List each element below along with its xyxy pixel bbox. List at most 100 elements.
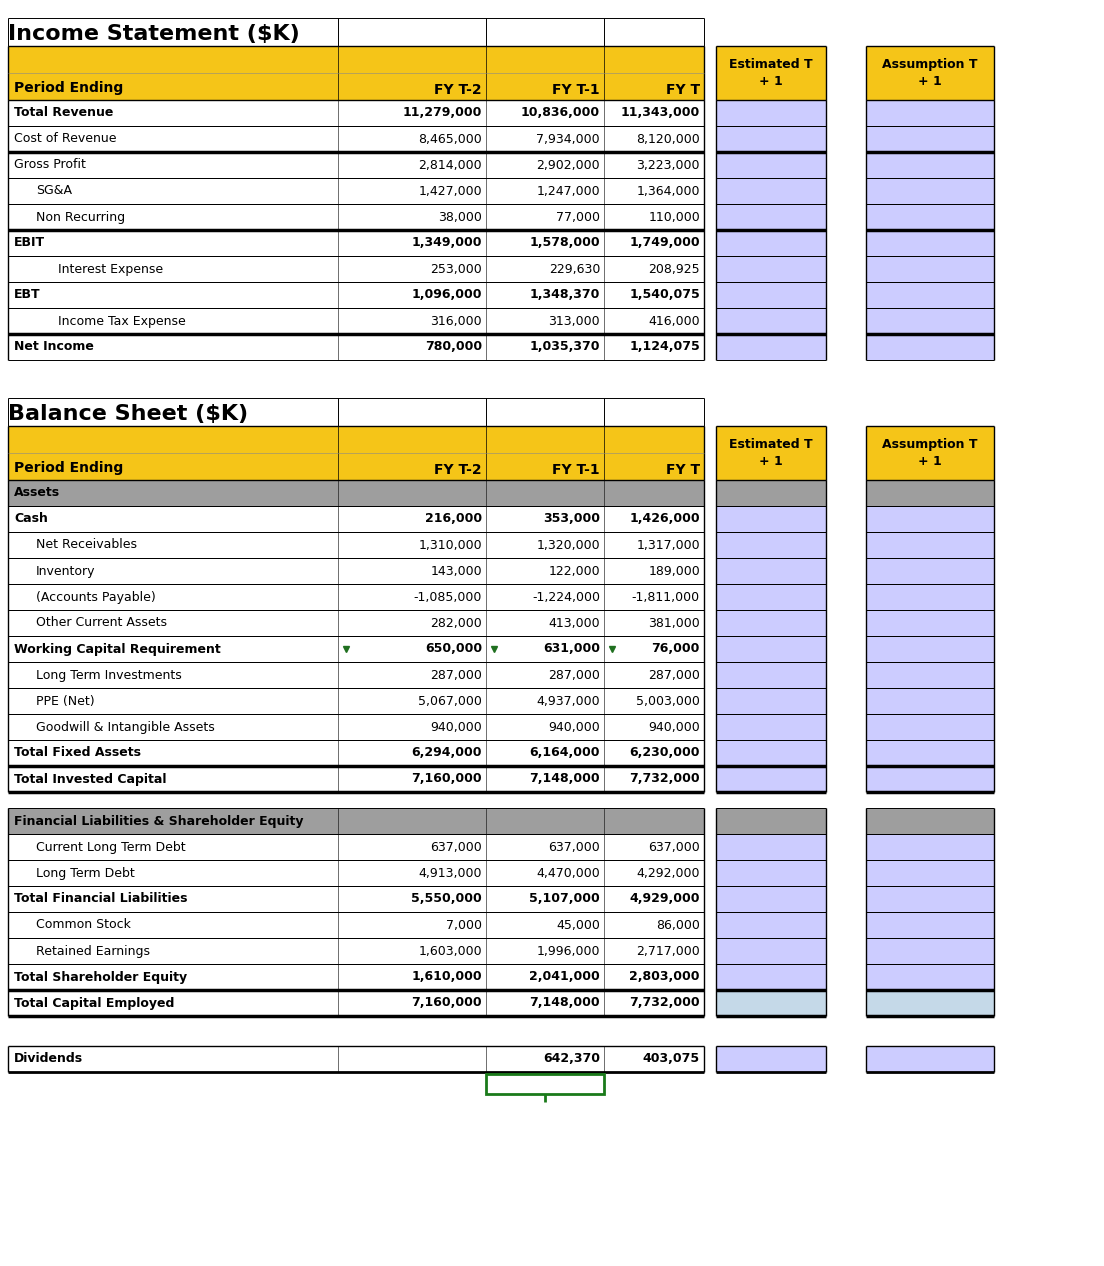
Text: 780,000: 780,000 bbox=[425, 341, 482, 353]
Text: 8,120,000: 8,120,000 bbox=[636, 133, 700, 146]
Text: 7,160,000: 7,160,000 bbox=[412, 996, 482, 1009]
Text: Dividends: Dividends bbox=[14, 1052, 83, 1066]
Bar bbox=[716, 282, 826, 308]
Text: 4,937,000: 4,937,000 bbox=[537, 695, 599, 708]
Text: Period Ending: Period Ending bbox=[14, 81, 124, 95]
Text: 1,996,000: 1,996,000 bbox=[537, 944, 599, 957]
Bar bbox=[866, 766, 994, 793]
Bar bbox=[8, 308, 704, 334]
Text: 940,000: 940,000 bbox=[549, 720, 599, 733]
Bar bbox=[8, 334, 704, 360]
Text: 416,000: 416,000 bbox=[648, 314, 700, 328]
Text: 5,550,000: 5,550,000 bbox=[412, 893, 482, 905]
Bar bbox=[8, 687, 704, 714]
Text: 4,292,000: 4,292,000 bbox=[637, 866, 700, 880]
Text: + 1: + 1 bbox=[760, 454, 783, 467]
Text: Period Ending: Period Ending bbox=[14, 461, 124, 475]
Text: 7,148,000: 7,148,000 bbox=[530, 996, 599, 1009]
Text: 940,000: 940,000 bbox=[648, 720, 700, 733]
Bar bbox=[716, 334, 826, 360]
Text: 1,035,370: 1,035,370 bbox=[530, 341, 599, 353]
Bar bbox=[8, 256, 704, 282]
Bar bbox=[8, 834, 704, 860]
Bar bbox=[8, 558, 704, 584]
Bar bbox=[866, 127, 994, 152]
Bar bbox=[866, 204, 994, 230]
Bar bbox=[866, 886, 994, 912]
Text: 4,470,000: 4,470,000 bbox=[537, 866, 599, 880]
Bar bbox=[716, 860, 826, 886]
Text: PPE (Net): PPE (Net) bbox=[36, 695, 95, 708]
Text: Non Recurring: Non Recurring bbox=[36, 210, 125, 224]
Text: Financial Liabilities & Shareholder Equity: Financial Liabilities & Shareholder Equi… bbox=[14, 814, 304, 828]
Bar bbox=[8, 506, 704, 532]
Text: 216,000: 216,000 bbox=[425, 513, 482, 525]
Bar bbox=[866, 558, 994, 584]
Text: Assets: Assets bbox=[14, 486, 60, 500]
Text: 1,124,075: 1,124,075 bbox=[629, 341, 700, 353]
Text: FY T-1: FY T-1 bbox=[552, 463, 599, 477]
Text: -1,085,000: -1,085,000 bbox=[414, 590, 482, 604]
Text: 1,427,000: 1,427,000 bbox=[418, 185, 482, 197]
Text: 11,343,000: 11,343,000 bbox=[620, 106, 700, 119]
Bar bbox=[866, 100, 994, 127]
Bar bbox=[716, 100, 826, 127]
Text: 7,148,000: 7,148,000 bbox=[530, 772, 599, 785]
Bar bbox=[866, 990, 994, 1017]
Bar bbox=[866, 860, 994, 886]
Text: -1,811,000: -1,811,000 bbox=[631, 590, 700, 604]
Text: 2,814,000: 2,814,000 bbox=[418, 158, 482, 171]
Text: EBIT: EBIT bbox=[14, 237, 45, 249]
Text: Interest Expense: Interest Expense bbox=[59, 262, 163, 276]
Bar bbox=[866, 636, 994, 662]
Bar bbox=[716, 179, 826, 204]
Bar bbox=[8, 766, 704, 793]
Text: 76,000: 76,000 bbox=[651, 643, 700, 656]
Bar bbox=[716, 1046, 826, 1072]
Bar bbox=[8, 127, 704, 152]
Bar bbox=[8, 808, 704, 834]
Bar bbox=[716, 912, 826, 938]
Text: Goodwill & Intangible Assets: Goodwill & Intangible Assets bbox=[36, 720, 215, 733]
Bar bbox=[716, 558, 826, 584]
Bar bbox=[716, 425, 826, 480]
Bar bbox=[8, 532, 704, 558]
Text: Long Term Investments: Long Term Investments bbox=[36, 668, 182, 681]
Text: 45,000: 45,000 bbox=[556, 919, 599, 932]
Bar bbox=[486, 1074, 604, 1094]
Text: 1,310,000: 1,310,000 bbox=[418, 538, 482, 552]
Text: 10,836,000: 10,836,000 bbox=[521, 106, 599, 119]
Bar bbox=[866, 532, 994, 558]
Text: 11,279,000: 11,279,000 bbox=[403, 106, 482, 119]
Text: 86,000: 86,000 bbox=[656, 919, 700, 932]
Text: 2,902,000: 2,902,000 bbox=[537, 158, 599, 171]
Bar bbox=[716, 938, 826, 963]
Bar bbox=[716, 506, 826, 532]
Text: 1,578,000: 1,578,000 bbox=[530, 237, 599, 249]
Text: + 1: + 1 bbox=[919, 75, 942, 87]
Bar bbox=[716, 127, 826, 152]
Bar bbox=[716, 834, 826, 860]
Text: Estimated T: Estimated T bbox=[729, 438, 813, 452]
Text: Assumption T: Assumption T bbox=[882, 58, 978, 71]
Bar bbox=[8, 179, 704, 204]
Bar bbox=[716, 963, 826, 990]
Text: 6,230,000: 6,230,000 bbox=[629, 747, 700, 760]
Text: 1,603,000: 1,603,000 bbox=[418, 944, 482, 957]
Text: 1,317,000: 1,317,000 bbox=[636, 538, 700, 552]
Text: 7,732,000: 7,732,000 bbox=[629, 772, 700, 785]
Bar bbox=[8, 204, 704, 230]
Text: 77,000: 77,000 bbox=[556, 210, 599, 224]
Bar bbox=[866, 741, 994, 766]
Text: 1,096,000: 1,096,000 bbox=[412, 289, 482, 301]
Text: 5,067,000: 5,067,000 bbox=[418, 695, 482, 708]
Bar bbox=[8, 480, 704, 506]
Bar bbox=[8, 610, 704, 636]
Bar bbox=[716, 584, 826, 610]
Text: 38,000: 38,000 bbox=[438, 210, 482, 224]
Bar bbox=[716, 808, 826, 834]
Text: 381,000: 381,000 bbox=[648, 617, 700, 629]
Text: + 1: + 1 bbox=[760, 75, 783, 87]
Text: FY T: FY T bbox=[666, 463, 700, 477]
Bar bbox=[8, 425, 704, 480]
